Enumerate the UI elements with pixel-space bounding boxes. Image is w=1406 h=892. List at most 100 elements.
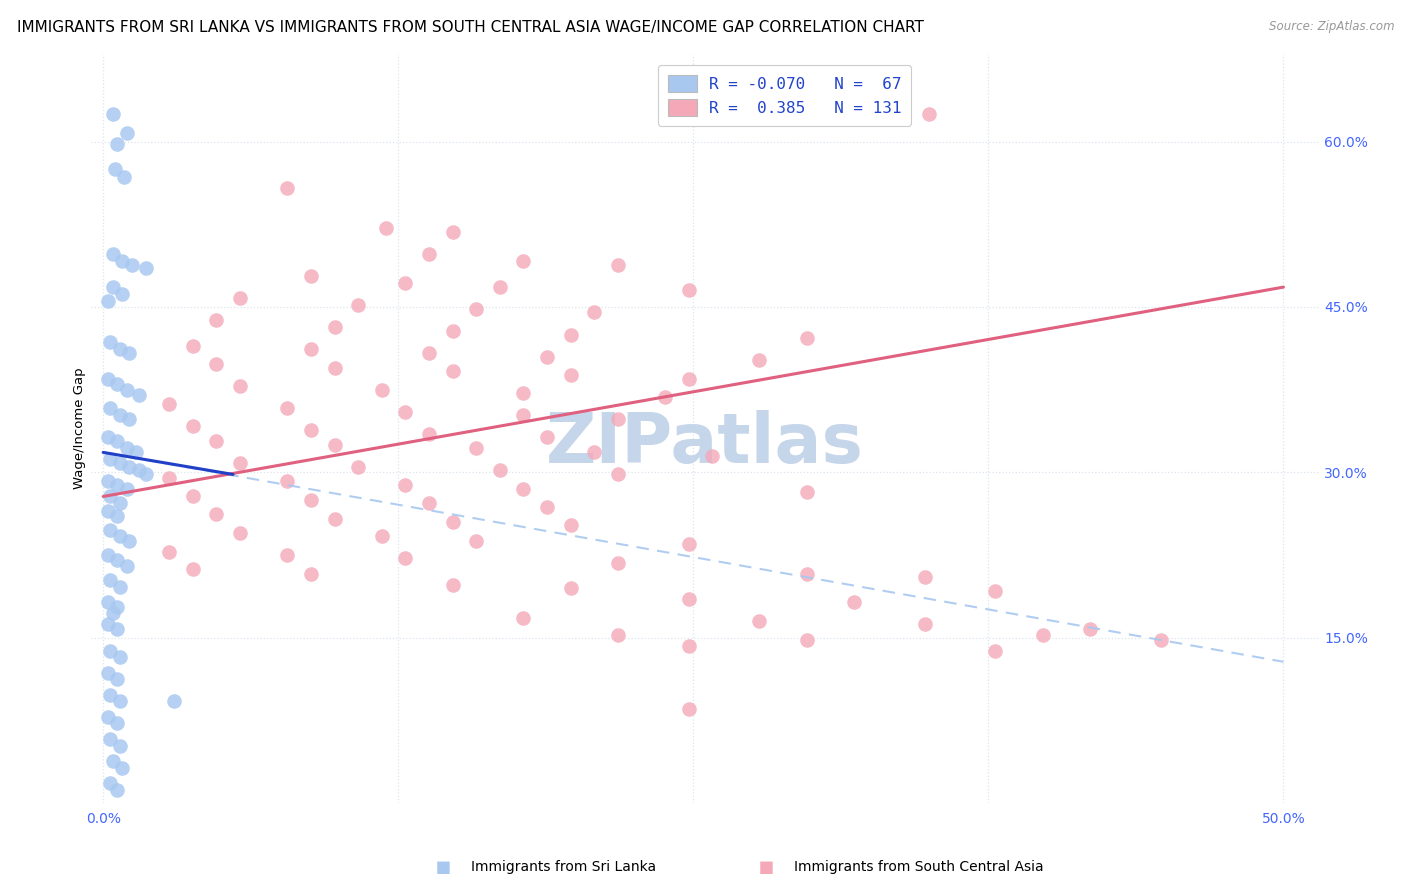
Point	[914, 617, 936, 632]
Point	[678, 702, 700, 716]
Point	[128, 463, 150, 477]
Point	[121, 258, 143, 272]
Point	[299, 492, 322, 507]
Point	[108, 694, 131, 708]
Point	[560, 581, 582, 595]
Point	[157, 471, 180, 485]
Point	[606, 467, 628, 482]
Point	[108, 739, 131, 753]
Point	[135, 467, 157, 482]
Point	[135, 261, 157, 276]
Point	[205, 507, 228, 521]
Point	[115, 126, 138, 140]
Point	[105, 553, 128, 567]
Point	[323, 319, 346, 334]
Point	[97, 371, 120, 385]
Point	[1078, 622, 1101, 636]
Text: Immigrants from South Central Asia: Immigrants from South Central Asia	[794, 860, 1045, 874]
Point	[157, 397, 180, 411]
Point	[105, 478, 128, 492]
Point	[441, 225, 464, 239]
Point	[465, 302, 488, 317]
Point	[394, 276, 416, 290]
Point	[796, 331, 818, 345]
Point	[125, 445, 148, 459]
Point	[276, 401, 298, 416]
Point	[229, 525, 252, 540]
Point	[560, 368, 582, 383]
Point	[163, 694, 186, 708]
Point	[323, 438, 346, 452]
Point	[105, 782, 128, 797]
Point	[181, 562, 204, 576]
Point	[97, 294, 120, 309]
Point	[370, 529, 392, 543]
Point	[299, 423, 322, 437]
Point	[118, 346, 141, 360]
Text: ▪: ▪	[758, 855, 775, 879]
Point	[276, 548, 298, 562]
Point	[98, 490, 121, 504]
Point	[748, 352, 770, 367]
Point	[441, 515, 464, 529]
Point	[105, 716, 128, 731]
Point	[105, 434, 128, 449]
Point	[323, 360, 346, 375]
Point	[114, 169, 136, 184]
Point	[118, 412, 141, 426]
Point	[512, 385, 534, 400]
Point	[108, 650, 131, 665]
Point	[347, 298, 370, 312]
Point	[984, 584, 1007, 599]
Point	[984, 644, 1007, 658]
Point	[418, 346, 440, 360]
Point	[98, 688, 121, 702]
Point	[560, 327, 582, 342]
Point	[796, 632, 818, 647]
Point	[418, 496, 440, 510]
Point	[606, 258, 628, 272]
Point	[115, 558, 138, 573]
Point	[97, 548, 120, 562]
Point	[118, 459, 141, 474]
Point	[370, 383, 392, 397]
Point	[441, 577, 464, 591]
Point	[229, 291, 252, 305]
Point	[536, 500, 558, 515]
Point	[1150, 632, 1173, 647]
Point	[181, 419, 204, 434]
Point	[299, 269, 322, 284]
Point	[465, 533, 488, 548]
Point	[465, 441, 488, 455]
Point	[97, 665, 120, 680]
Point	[678, 537, 700, 551]
Point	[796, 485, 818, 500]
Point	[98, 644, 121, 658]
Point	[512, 253, 534, 268]
Text: 50.0%: 50.0%	[1261, 812, 1305, 826]
Point	[181, 338, 204, 352]
Point	[418, 247, 440, 261]
Point	[229, 379, 252, 393]
Y-axis label: Wage/Income Gap: Wage/Income Gap	[73, 368, 86, 489]
Point	[205, 357, 228, 371]
Point	[97, 504, 120, 518]
Point	[914, 570, 936, 584]
Point	[101, 607, 124, 621]
Point	[536, 430, 558, 444]
Point	[111, 253, 134, 268]
Point	[536, 350, 558, 364]
Point	[105, 377, 128, 392]
Point	[105, 673, 128, 687]
Point	[108, 580, 131, 594]
Point	[108, 408, 131, 422]
Point	[97, 595, 120, 609]
Point	[512, 610, 534, 624]
Point	[512, 482, 534, 496]
Point	[98, 523, 121, 537]
Point	[97, 474, 120, 488]
Point	[276, 181, 298, 195]
Point	[796, 566, 818, 581]
Point	[98, 573, 121, 587]
Text: ZIPatlas: ZIPatlas	[546, 409, 865, 476]
